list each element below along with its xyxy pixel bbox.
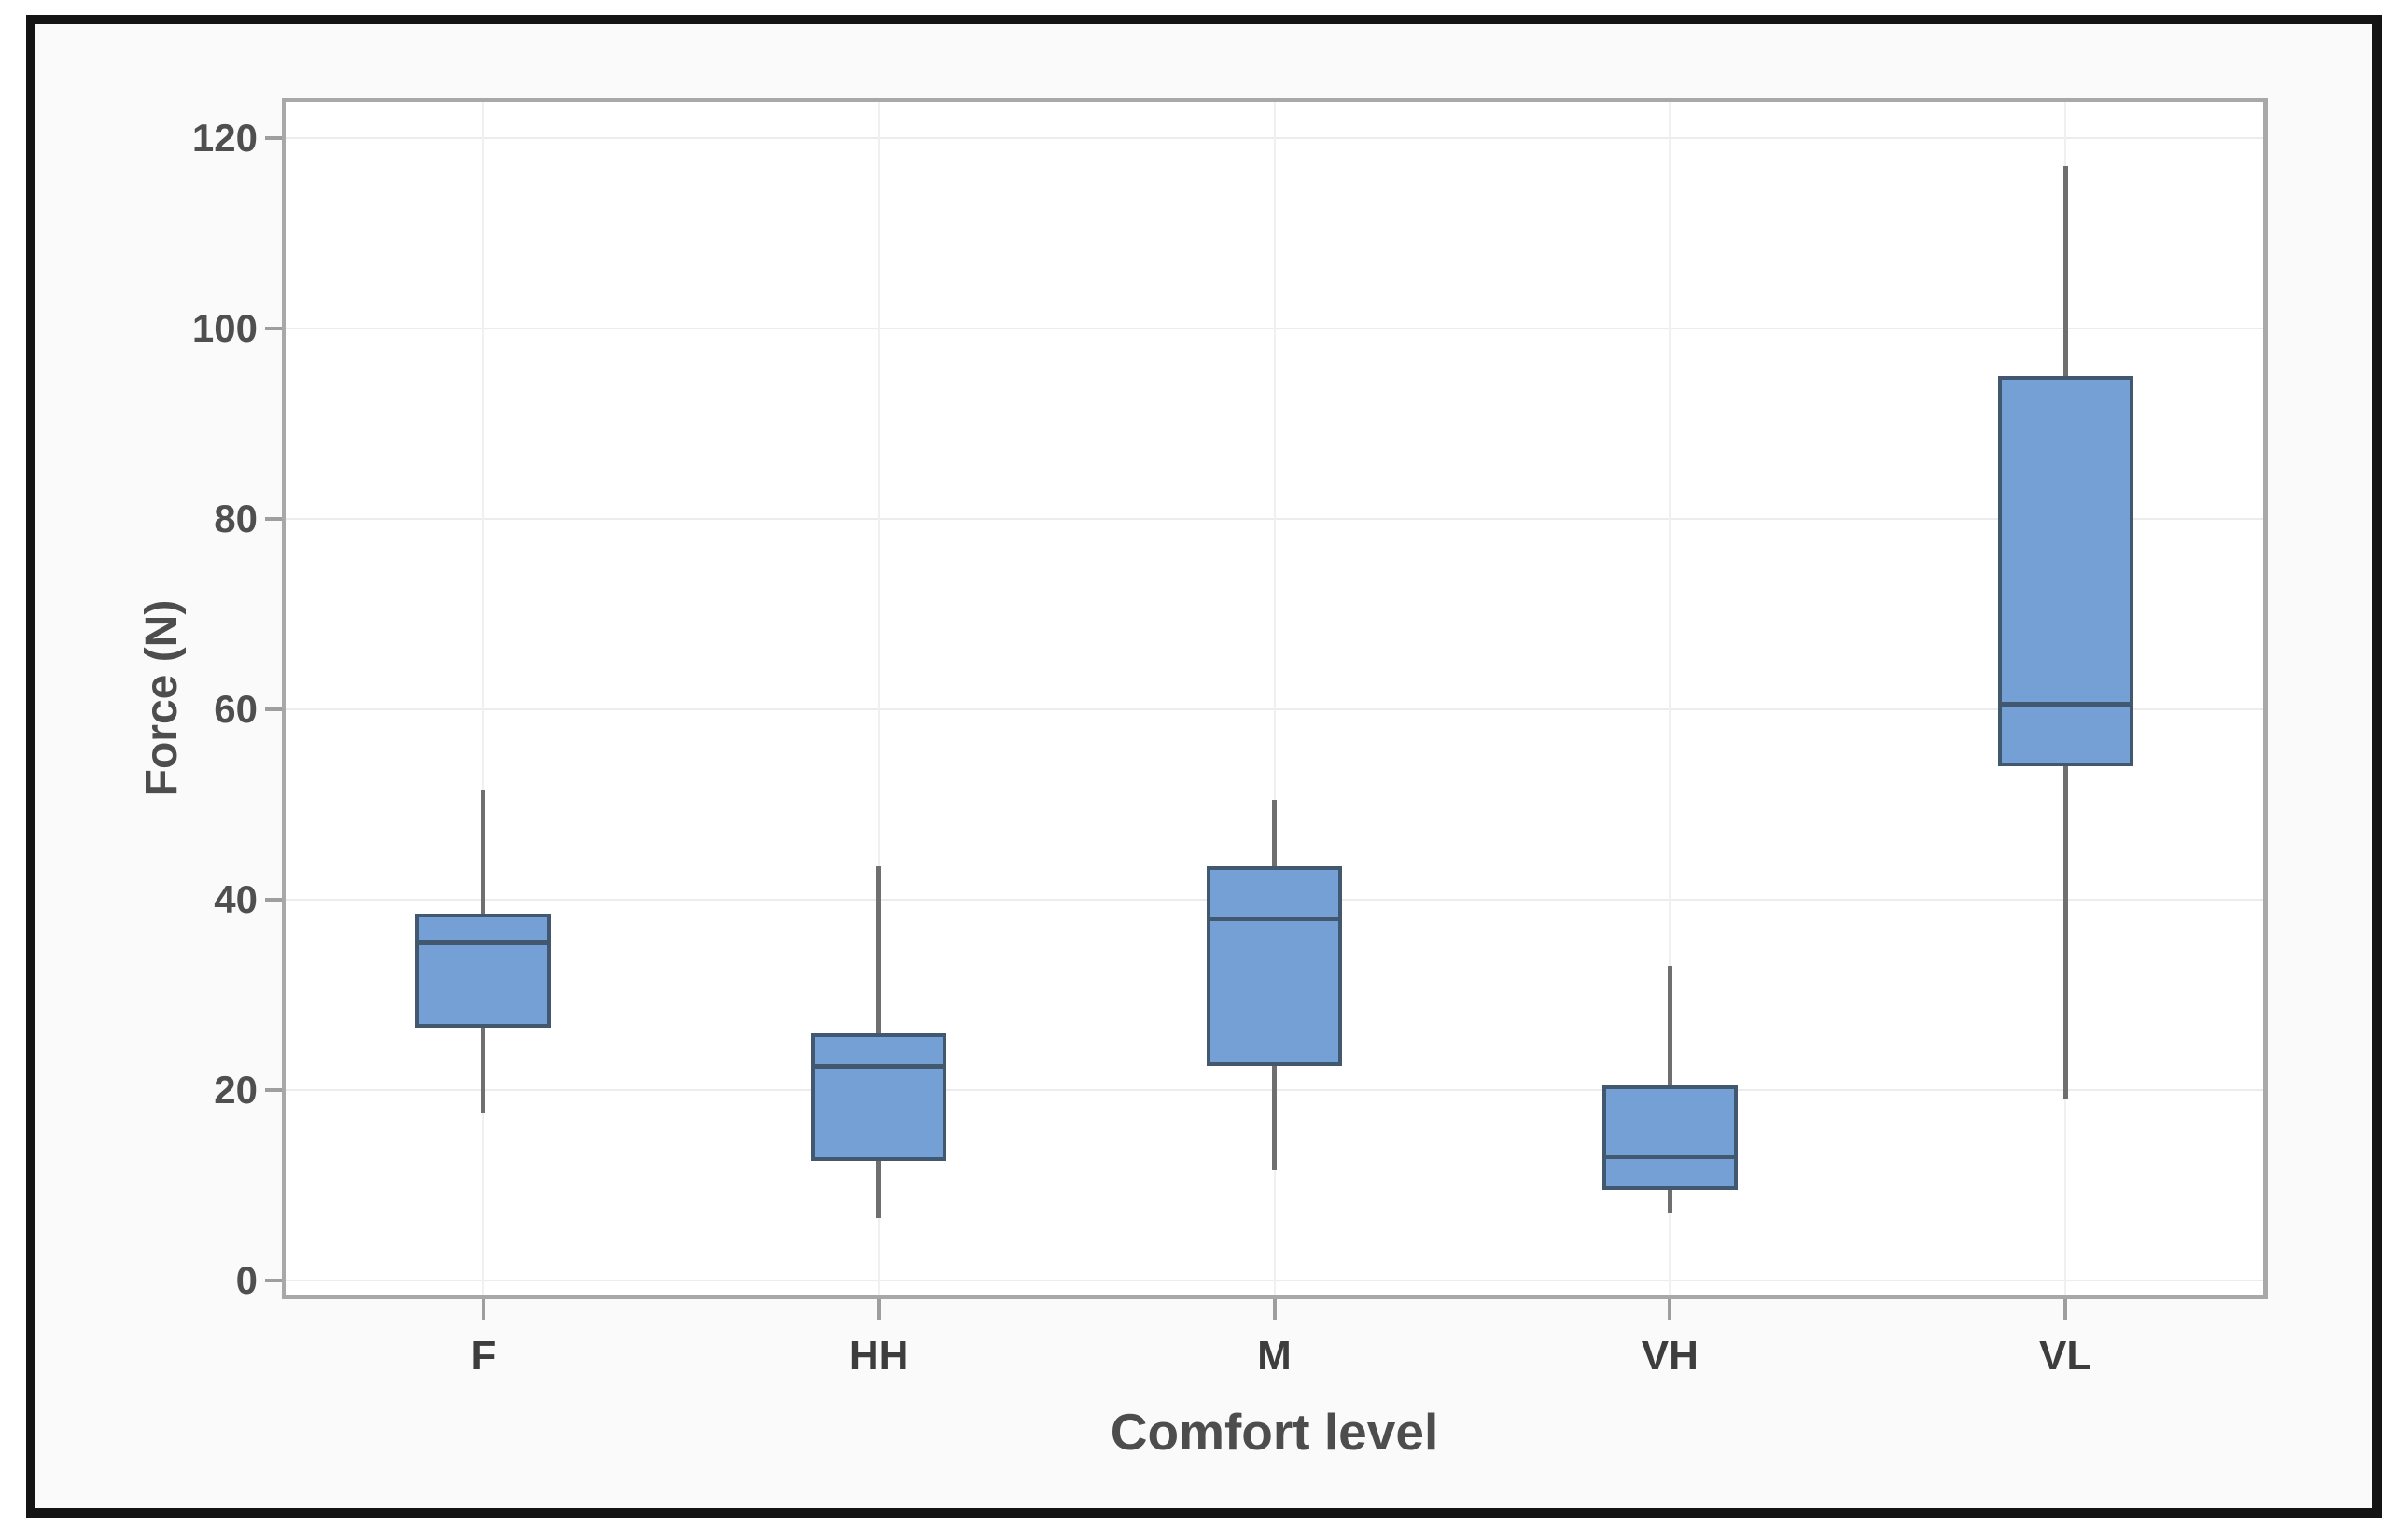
x-axis-tick [1272,1299,1277,1320]
median-line-M [1207,916,1342,921]
x-axis-tick [876,1299,881,1320]
median-line-F [415,940,552,945]
median-line-VL [1997,702,2133,707]
figure-frame: 0 20 40 60 80 100 120 F HH M VH VL Force (N) Comfor… [26,15,2382,1518]
y-axis-tick [265,897,282,902]
y-tick-label: 120 [191,115,258,160]
y-axis-tick [265,326,282,330]
box-M [1207,866,1342,1067]
plot-area: 0 20 40 60 80 100 120 F HH M VH VL [192,102,2263,1377]
box-HH [811,1032,947,1162]
x-axis-label: Comfort level [1110,1403,1439,1461]
x-tick-label: HH [848,1333,909,1379]
gridline-vertical [877,102,880,1295]
x-tick-label: M [1257,1333,1292,1379]
x-axis-tick [2063,1299,2068,1320]
gridline-vertical [1273,102,1276,1295]
gridline-vertical [482,102,484,1295]
gridline-vertical [1669,102,1671,1295]
y-tick-label: 80 [214,496,258,540]
box-VH [1601,1085,1738,1190]
y-tick-label: 100 [191,305,258,350]
y-tick-label: 20 [214,1067,258,1112]
y-axis-tick [265,135,282,140]
box-F [415,914,552,1029]
y-axis-label: Force (N) [137,599,187,797]
plot-panel: 0 20 40 60 80 100 120 F HH M VH VL Force (N) Comfor… [137,98,2268,1458]
x-tick-label: VH [1641,1333,1699,1379]
y-tick-label: 0 [235,1257,258,1302]
box-VL [1997,375,2133,766]
y-tick-label: 60 [214,686,258,731]
y-axis-tick [265,707,282,711]
y-axis-tick [265,1087,282,1092]
x-axis-tick [481,1299,485,1320]
y-tick-label: 40 [214,876,258,921]
median-line-HH [811,1063,947,1069]
y-axis-tick [265,516,282,521]
x-axis-tick [1668,1299,1672,1320]
y-axis-tick [265,1278,282,1282]
x-tick-label: F [470,1333,496,1379]
x-tick-label: VL [2038,1333,2092,1379]
median-line-VH [1601,1154,1738,1159]
